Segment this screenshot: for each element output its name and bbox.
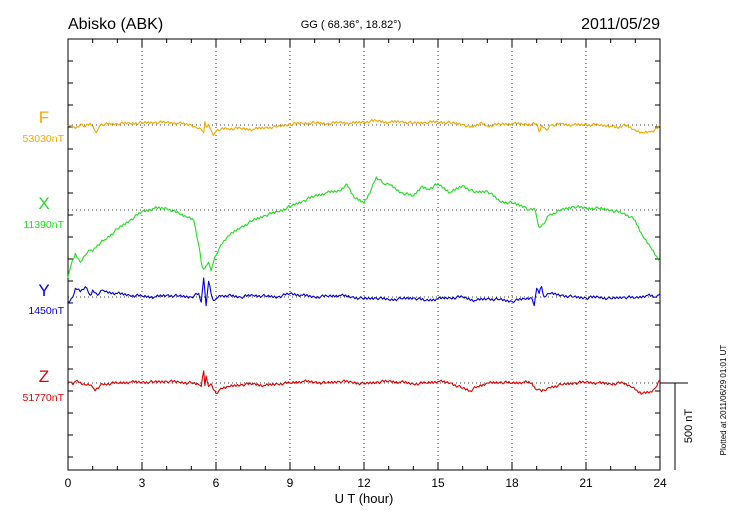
x-tick-label: 6 — [213, 476, 220, 490]
x-tick-label: 9 — [287, 476, 294, 490]
grid-lines — [68, 39, 660, 470]
series-baseline-f: 53030nT — [23, 133, 65, 145]
plot-frame — [67, 38, 661, 471]
x-tick-label: 12 — [357, 476, 371, 490]
x-axis-label: U T (hour) — [335, 491, 394, 506]
plotted-timestamp: Plotted at 2011/06/29 01:01 UT — [719, 345, 728, 456]
series-line-z — [67, 370, 661, 395]
geographic-coords: GG ( 68.36°, 18.82°) — [301, 19, 402, 31]
x-tick-label: 3 — [139, 476, 146, 490]
scale-bar-label: 500 nT — [683, 409, 695, 444]
series-baseline-y: 1450nT — [28, 305, 64, 317]
series-name-y: Y — [38, 281, 49, 300]
scale-bar: 500 nT — [660, 382, 695, 470]
series-baseline-x: 11390nT — [23, 219, 64, 231]
series-name-z: Z — [39, 367, 49, 386]
series-line-x — [67, 176, 661, 279]
series-line-y — [67, 277, 661, 307]
series-name-x: X — [38, 194, 49, 213]
x-tick-label: 24 — [653, 476, 667, 490]
x-tick-labels: 0 3 6 9 12 15 18 21 24 — [65, 476, 667, 490]
series-line-f — [67, 118, 661, 136]
series-labels: F 53030nT X 11390nT Y 1450nT Z 51770nT — [23, 108, 65, 404]
x-tick-label: 0 — [65, 476, 72, 490]
axis-ticks — [67, 39, 661, 470]
station-title: Abisko (ABK) — [68, 16, 163, 33]
date-label: 2011/05/29 — [581, 16, 660, 33]
series-baseline-z: 51770nT — [23, 392, 65, 404]
series-name-f: F — [39, 108, 49, 127]
x-tick-label: 21 — [579, 476, 593, 490]
x-tick-label: 15 — [431, 476, 445, 490]
x-tick-label: 18 — [505, 476, 519, 490]
series-lines — [67, 118, 661, 395]
